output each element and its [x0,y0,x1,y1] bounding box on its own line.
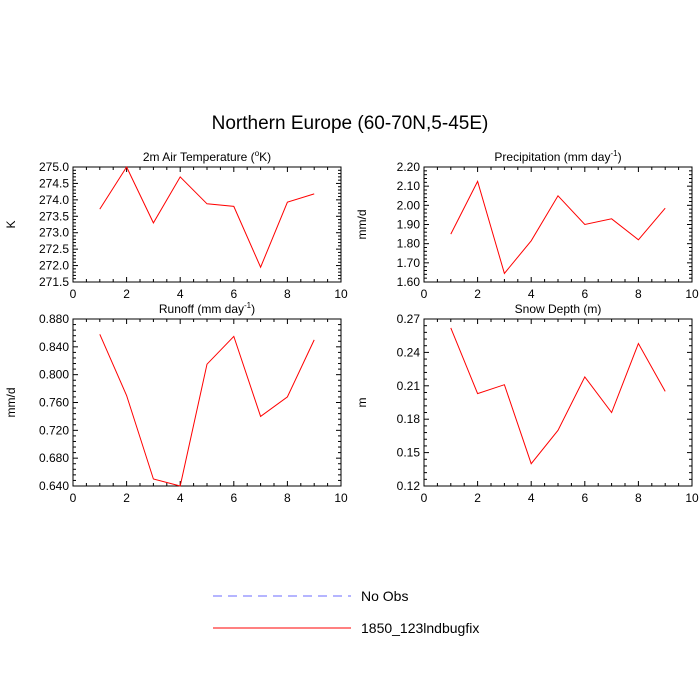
y-tick-label: 273.0 [39,226,69,240]
x-tick-label: 10 [334,287,348,301]
y-tick-label: 0.21 [397,379,421,393]
panel-title-superscript: -1 [610,149,618,158]
y-axis-label: m [355,398,369,408]
y-axis-label: mm/d [4,388,18,418]
x-tick-label: 0 [421,287,428,301]
panel-title-text: Runoff (mm day [159,302,244,316]
legend: No Obs 1850_123lndbugfix [213,588,479,636]
x-tick-label: 2 [123,287,130,301]
y-tick-label: 1.60 [397,275,421,289]
x-tick-label: 8 [635,287,642,301]
y-axis-label: mm/d [355,210,369,240]
panel-title-suffix: K) [259,150,271,164]
x-tick-label: 4 [177,491,184,505]
y-tick-label: 0.800 [39,368,69,382]
y-tick-label: 2.20 [397,160,421,174]
plot-frame [72,166,342,283]
y-tick-label: 1.70 [397,256,421,270]
legend-entry: No Obs [213,588,408,604]
legend-label: No Obs [361,588,408,604]
x-tick-label: 6 [581,287,588,301]
x-tick-label: 6 [581,491,588,505]
y-tick-label: 0.18 [397,412,421,426]
x-tick-label: 8 [284,287,291,301]
y-tick-label: 0.680 [39,451,69,465]
x-tick-label: 8 [635,491,642,505]
x-tick-label: 4 [528,491,535,505]
panel-title: Snow Depth (m) [515,302,602,316]
y-tick-label: 2.00 [397,198,421,212]
series-line [99,165,315,269]
panel-title-suffix: ) [618,150,622,164]
y-tick-label: 0.12 [397,479,421,493]
x-tick-label: 0 [70,287,77,301]
x-tick-label: 10 [685,491,699,505]
plot-frame [72,318,342,487]
x-tick-label: 4 [177,287,184,301]
y-tick-label: 275.0 [39,160,69,174]
y-tick-label: 0.880 [39,312,69,326]
chart-panels: 2m Air Temperature (oK) K 0 2 4 6 8 10 271.5 272.… [4,149,699,505]
x-tick-label: 4 [528,287,535,301]
panel-title: Precipitation (mm day-1) [494,149,621,164]
y-axis-label: K [4,220,18,228]
series-line [450,180,666,275]
y-tick-label: 1.80 [397,237,421,251]
x-tick-label: 8 [284,491,291,505]
x-tick-label: 10 [334,491,348,505]
series-line [450,327,666,465]
panel-title: 2m Air Temperature (oK) [143,149,271,164]
chart-panel-4: Snow Depth (m) m 0 2 4 6 8 10 0.12 0.15 0.18 0.21 0.… [355,302,699,505]
x-tick-label: 0 [421,491,428,505]
chart-panel-1: 2m Air Temperature (oK) K 0 2 4 6 8 10 271.5 272.… [4,149,348,301]
legend-label: 1850_123lndbugfix [361,620,479,636]
x-tick-label: 10 [685,287,699,301]
y-tick-label: 271.5 [39,275,69,289]
y-tick-label: 0.840 [39,340,69,354]
y-tick-label: 0.27 [397,312,421,326]
y-tick-label: 1.90 [397,218,421,232]
panel-title-superscript: -1 [244,301,252,310]
x-tick-label: 6 [230,287,237,301]
figure-title: Northern Europe (60-70N,5-45E) [212,113,489,134]
y-tick-label: 274.5 [39,176,69,190]
x-tick-label: 2 [474,287,481,301]
y-tick-label: 0.760 [39,396,69,410]
panel-title-suffix: ) [251,302,255,316]
y-tick-label: 2.10 [397,179,421,193]
y-tick-label: 0.720 [39,423,69,437]
y-tick-label: 0.15 [397,446,421,460]
x-tick-label: 2 [123,491,130,505]
legend-entry: 1850_123lndbugfix [213,620,479,636]
x-tick-label: 6 [230,491,237,505]
panel-title-text: Snow Depth (m) [515,302,602,316]
y-tick-label: 0.24 [397,345,421,359]
panel-title-text: Precipitation (mm day [494,150,610,164]
chart-panel-3: Runoff (mm day-1) mm/d 0 2 4 6 8 10 0.640 0.680 0.… [4,301,348,505]
y-tick-label: 0.640 [39,479,69,493]
x-tick-label: 2 [474,491,481,505]
y-tick-label: 274.0 [39,193,69,207]
panel-title-superscript: o [255,149,260,158]
panel-title-text: 2m Air Temperature ( [143,150,255,164]
y-tick-label: 272.5 [39,242,69,256]
y-tick-label: 273.5 [39,209,69,223]
panel-title: Runoff (mm day-1) [159,301,255,316]
series-line [99,334,315,487]
chart-panel-2: Precipitation (mm day-1) mm/d 0 2 4 6 8 10 1.60 1… [355,149,699,301]
x-tick-label: 0 [70,491,77,505]
plot-frame [423,318,693,487]
y-tick-label: 272.0 [39,259,69,273]
